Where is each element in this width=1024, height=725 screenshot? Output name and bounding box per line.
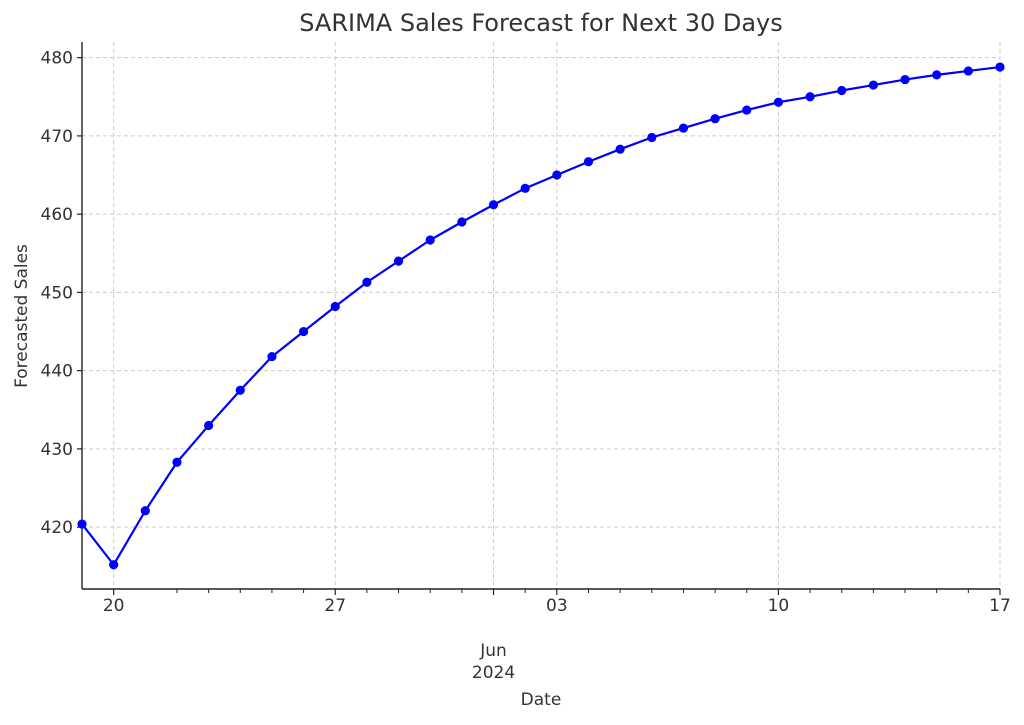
data-point	[77, 519, 87, 529]
data-point	[457, 217, 467, 227]
data-point	[330, 301, 340, 312]
data-point	[900, 74, 910, 85]
data-point	[742, 105, 752, 115]
series-layer	[77, 62, 1005, 570]
x-tick-label: 10	[768, 596, 790, 616]
data-point	[393, 256, 404, 266]
data-point	[362, 277, 372, 287]
y-tick-label: 450	[41, 283, 73, 303]
x-tick-label: 03	[546, 596, 568, 616]
data-point	[488, 200, 499, 210]
y-tick-label: 420	[41, 518, 73, 538]
y-axis-label: Forecasted Sales	[12, 244, 32, 388]
data-point	[172, 457, 182, 467]
data-point	[868, 80, 878, 90]
x-tick-label: 27	[324, 596, 346, 616]
data-point	[615, 144, 625, 154]
data-point	[552, 170, 562, 180]
chart-title: SARIMA Sales Forecast for Next 30 Days	[299, 9, 783, 37]
y-tick-label: 440	[41, 362, 73, 382]
data-point	[583, 157, 594, 167]
grid	[82, 42, 1001, 589]
data-point	[140, 506, 150, 516]
data-point	[235, 385, 245, 395]
data-point	[995, 62, 1005, 72]
data-point	[298, 326, 309, 337]
x-tick-label: 20	[103, 596, 125, 616]
series-line	[81, 65, 1001, 566]
data-point	[647, 132, 657, 143]
data-point	[837, 85, 847, 96]
data-point	[932, 70, 942, 80]
axes	[81, 42, 1000, 590]
x-month-label: Jun	[479, 641, 507, 661]
data-point	[963, 66, 973, 76]
data-point	[710, 114, 720, 124]
x-year-label: 2024	[472, 663, 515, 683]
data-point	[678, 123, 689, 133]
data-point	[267, 351, 277, 362]
y-tick-label: 480	[41, 49, 73, 69]
y-tick-label: 470	[41, 127, 73, 147]
x-tick-label: 17	[989, 596, 1011, 616]
x-axis-label: Date	[521, 690, 562, 710]
data-point	[204, 420, 214, 431]
data-point	[109, 560, 119, 570]
data-point	[773, 97, 784, 107]
data-point	[425, 235, 435, 245]
y-tick-label: 430	[41, 440, 73, 460]
y-tick-label: 460	[41, 205, 73, 225]
data-point	[520, 183, 530, 193]
data-point	[805, 92, 815, 102]
